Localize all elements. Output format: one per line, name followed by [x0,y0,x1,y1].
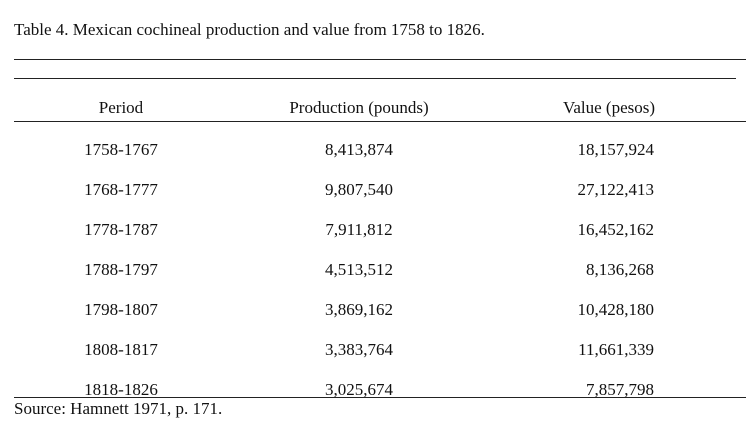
cell-period: 1808-1817 [84,340,158,359]
cell-production: 8,413,874 [325,140,393,159]
cell-production: 9,807,540 [325,180,393,199]
cell-value: 8,136,268 [586,260,654,279]
cell-value: 7,857,798 [586,380,654,399]
cell-value: 27,122,413 [577,180,655,199]
cell-production: 3,383,764 [325,340,393,359]
cell-period: 1778-1787 [84,220,158,239]
bottom-rule [14,397,746,398]
cell-period: 1788-1797 [84,260,158,279]
top-rule-1 [14,59,746,60]
cell-value: 18,157,924 [577,140,655,159]
cell-production: 3,025,674 [325,380,393,399]
cell-period: 1798-1807 [84,300,158,319]
cell-period: 1758-1767 [84,140,158,159]
cell-production: 3,869,162 [325,300,393,319]
cell-period: 1768-1777 [84,180,158,199]
header-production: Production (pounds) [289,98,429,117]
cell-value: 10,428,180 [577,300,655,319]
cell-period: 1818-1826 [84,380,158,399]
cell-value: 11,661,339 [578,340,654,359]
header-rule [14,121,746,122]
header-period: Period [98,98,144,117]
cell-production: 4,513,512 [325,260,393,279]
top-rule-2 [14,78,736,79]
table-source: Source: Hamnett 1971, p. 171. [14,399,223,418]
cell-value: 16,452,162 [577,220,655,239]
header-value: Value (pesos) [562,98,656,117]
cell-production: 7,911,812 [325,220,393,239]
table-caption: Table 4. Mexican cochineal production an… [14,20,485,39]
